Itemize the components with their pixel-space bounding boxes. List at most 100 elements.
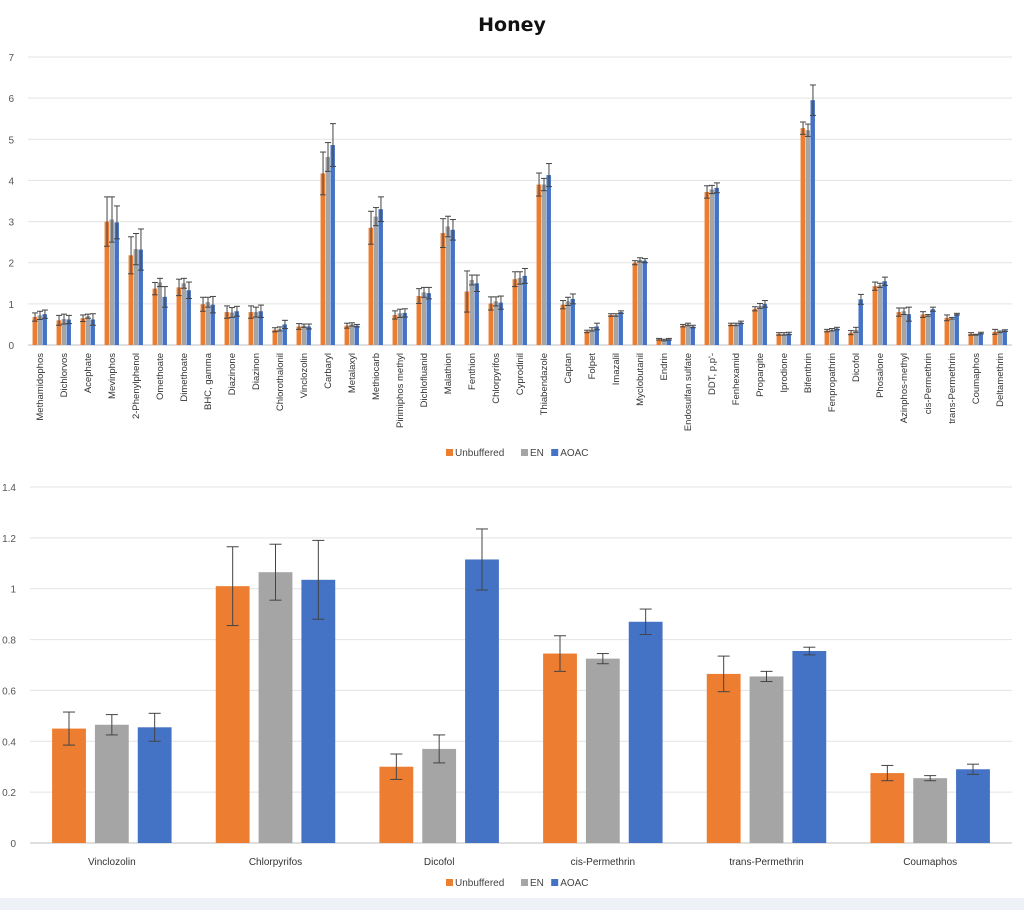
x-tick-label: Folpet [587, 353, 598, 380]
bar-aoac [90, 319, 95, 345]
bar-unbuffered [543, 653, 577, 843]
bar-unbuffered [824, 330, 830, 345]
bar-unbuffered [344, 325, 350, 345]
bar-unbuffered [776, 333, 782, 345]
bar-en [258, 572, 293, 843]
bar-aoac [474, 283, 479, 345]
bar-unbuffered [56, 320, 62, 345]
bar-unbuffered [632, 262, 638, 345]
bar-unbuffered [248, 312, 254, 345]
legend-label: Unbuffered [455, 878, 504, 889]
bar-en [469, 279, 474, 345]
x-tick-label: Malathion [443, 353, 454, 394]
x-tick-label: Chlorpyrifos [249, 857, 302, 868]
bar-en [637, 259, 642, 345]
bar-aoac [450, 229, 455, 345]
bar-aoac [618, 312, 623, 345]
legend-swatch-aoac [551, 449, 559, 456]
bar-en [973, 334, 978, 345]
y-tick-label: 4 [8, 176, 14, 187]
bar-unbuffered [704, 191, 710, 345]
bar-unbuffered [944, 317, 950, 345]
x-tick-label: trans-Permethrin [947, 353, 958, 424]
x-tick-label: Phosalone [875, 353, 886, 398]
bar-aoac [465, 559, 499, 843]
bar-en [517, 277, 522, 345]
bar-unbuffered [560, 304, 566, 345]
bar-unbuffered [728, 324, 734, 345]
x-tick-label: Pirimiphos methyl [395, 353, 406, 428]
bar-en [61, 319, 66, 345]
bar-en [157, 282, 162, 345]
x-tick-label: Endosulfan sulfate [683, 353, 694, 431]
x-tick-label: Carbaryl [323, 353, 334, 389]
bar-unbuffered [536, 184, 542, 345]
bar-en [805, 130, 810, 345]
bar-unbuffered [176, 287, 182, 345]
bar-aoac [570, 298, 575, 345]
legend-swatch-aoac [551, 879, 559, 886]
bar-aoac [378, 209, 383, 345]
bar-aoac [858, 299, 863, 345]
x-tick-label: Bifenthrin [803, 353, 814, 393]
bar-unbuffered [52, 728, 86, 843]
bar-en [373, 216, 378, 345]
bar-aoac [186, 290, 191, 345]
bar-aoac [906, 314, 911, 345]
bar-aoac [666, 339, 671, 345]
bar-unbuffered [848, 332, 854, 345]
bar-aoac [301, 579, 336, 843]
y-tick-label: 5 [8, 135, 14, 146]
x-tick-label: BHC, gamma [203, 352, 214, 410]
bar-aoac [690, 326, 695, 345]
bar-en [301, 325, 306, 345]
bar-en [565, 301, 570, 345]
bar-aoac [762, 303, 767, 345]
bar-en [661, 340, 666, 345]
bar-aoac [786, 333, 791, 345]
legend-label: EN [530, 448, 544, 459]
bar-en [325, 156, 330, 345]
bar-en [733, 324, 738, 345]
bar-aoac [882, 281, 887, 345]
bar-aoac [834, 328, 839, 345]
bar-unbuffered [706, 673, 741, 843]
x-tick-label: Vinclozolin [88, 857, 136, 868]
y-tick-label: 0.8 [2, 636, 16, 647]
bar-aoac [714, 187, 719, 345]
bar-unbuffered [464, 291, 470, 345]
x-tick-label: Acephate [83, 353, 94, 393]
x-tick-label: Azinphos-methyl [899, 353, 910, 423]
y-tick-label: 0.2 [2, 788, 16, 799]
x-tick-label: cis-Permethrin [923, 353, 934, 414]
y-tick-label: 1.4 [2, 483, 16, 494]
bar-aoac [42, 314, 47, 345]
x-tick-label: Captan [563, 353, 574, 384]
x-tick-label: Metalaxyl [347, 353, 358, 393]
bar-en [877, 285, 882, 345]
chart-0: 0 1 2 3 4 5 6 7 Methamidophos Dichlorvos Acephate M… [8, 53, 1012, 459]
legend-label: EN [530, 878, 544, 889]
bar-en [901, 311, 906, 345]
bar-en [925, 315, 930, 345]
bar-aoac [978, 333, 983, 345]
bar-unbuffered [215, 586, 250, 843]
bar-en [205, 302, 210, 345]
bar-aoac [810, 100, 815, 345]
bar-en [229, 312, 234, 345]
bar-unbuffered [680, 325, 686, 345]
bar-en [253, 312, 258, 345]
bar-unbuffered [320, 173, 326, 345]
bar-aoac [354, 325, 359, 345]
x-tick-label: Propargite [755, 353, 766, 397]
y-tick-label: 0.6 [2, 686, 16, 697]
x-tick-label: Dicofol [424, 857, 455, 868]
legend-label: Unbuffered [455, 448, 504, 459]
y-tick-label: 7 [8, 53, 14, 64]
bar-en [421, 292, 426, 345]
x-tick-label: Cyprodinil [515, 353, 526, 395]
bar-en [709, 189, 714, 345]
bottom-strip [0, 898, 1024, 910]
y-tick-label: 1 [8, 300, 14, 311]
bar-aoac [956, 769, 990, 843]
